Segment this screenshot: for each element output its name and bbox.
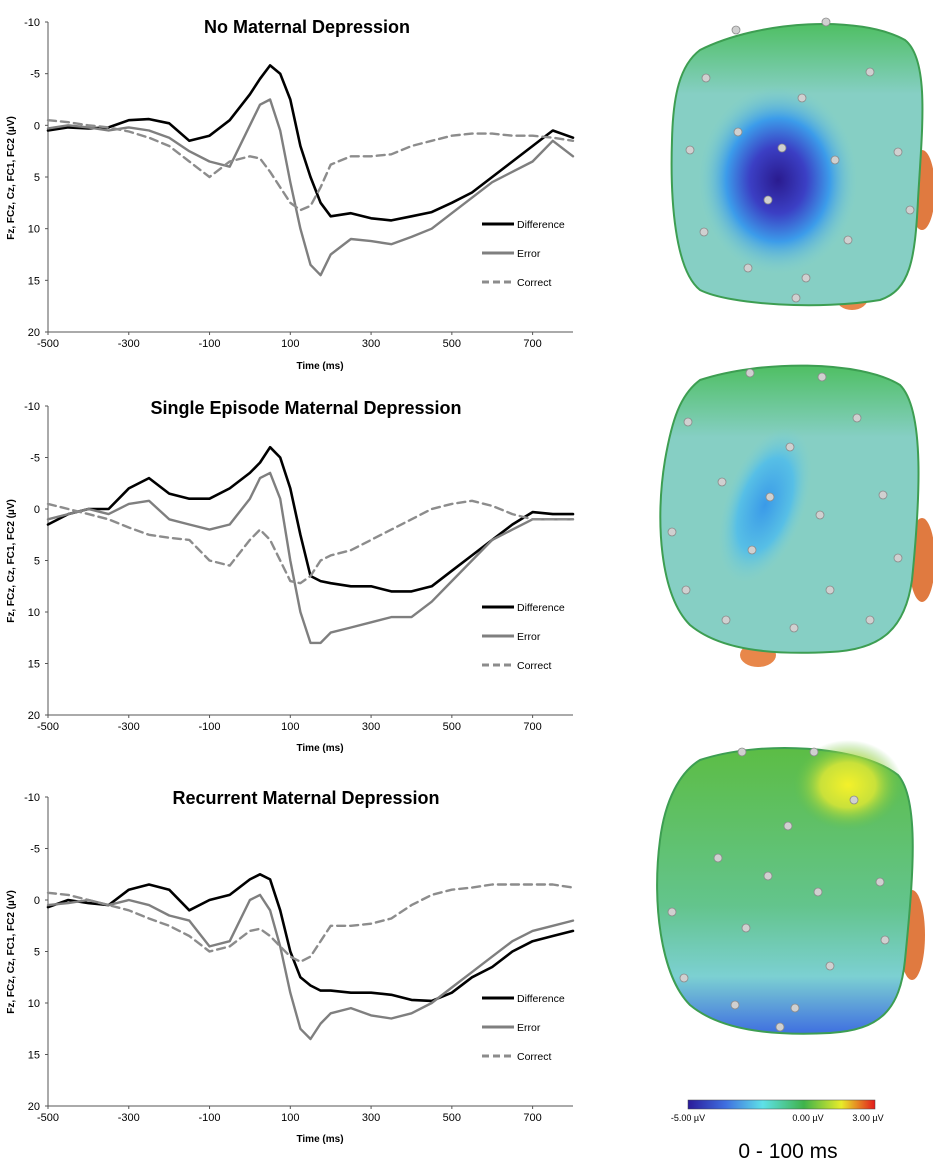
x-tick-label: 700 <box>523 1112 541 1124</box>
chart-panel-1: Single Episode Maternal Depression Time … <box>6 398 575 754</box>
y-tick-label: 20 <box>28 710 40 722</box>
y-axis-label: Fz, FCz, Cz, FC1, FC2 (µV) <box>6 499 17 623</box>
topomap-single-episode <box>659 364 933 667</box>
topomap-no-maternal-depression <box>670 17 933 310</box>
x-tick-label: 100 <box>281 1112 299 1124</box>
legend-label: Error <box>517 1022 541 1034</box>
y-tick-label: 5 <box>34 172 40 184</box>
x-tick-label: 300 <box>362 721 380 733</box>
y-tick-label: 10 <box>28 998 40 1010</box>
x-tick-label: -500 <box>37 721 59 733</box>
series-line-correct <box>46 118 575 212</box>
x-tick-label: 300 <box>362 338 380 350</box>
y-tick-label: 10 <box>28 607 40 619</box>
x-tick-label: -500 <box>37 1112 59 1124</box>
y-tick-label: -5 <box>30 69 40 81</box>
chart-title: Recurrent Maternal Depression <box>172 788 439 808</box>
series-line-difference <box>46 445 575 593</box>
y-tick-label: 5 <box>34 556 40 568</box>
x-tick-label: -100 <box>199 1112 221 1124</box>
legend-label: Difference <box>517 993 565 1005</box>
negativity-focus <box>698 85 858 275</box>
chart-title: No Maternal Depression <box>204 17 410 37</box>
x-tick-label: 300 <box>362 1112 380 1124</box>
x-tick-label: 700 <box>523 338 541 350</box>
negativity-focus <box>718 426 812 584</box>
colorbar-min-label: -5.00 µV <box>671 1113 705 1123</box>
colorbar: -5.00 µV 0.00 µV 3.00 µV <box>671 1099 884 1123</box>
series-line-correct <box>46 499 575 585</box>
y-tick-label: -10 <box>24 792 40 804</box>
chart-panel-0: No Maternal Depression Time (ms) Fz, FCz… <box>6 17 575 372</box>
x-tick-label: -300 <box>118 1112 140 1124</box>
x-tick-label: -100 <box>199 338 221 350</box>
legend: Difference Error Correct <box>482 219 565 289</box>
x-tick-label: -500 <box>37 338 59 350</box>
x-tick-label: 100 <box>281 721 299 733</box>
series-line-error <box>46 893 575 1041</box>
x-tick-label: -300 <box>118 721 140 733</box>
series-line-error <box>46 471 575 645</box>
x-tick-label: 500 <box>443 1112 461 1124</box>
legend: Difference Error Correct <box>482 993 565 1063</box>
y-tick-label: 15 <box>28 275 40 287</box>
x-axis-label: Time (ms) <box>296 1134 343 1145</box>
series-line-error <box>46 98 575 277</box>
x-tick-label: 500 <box>443 721 461 733</box>
y-tick-label: 20 <box>28 1101 40 1113</box>
chart-panel-2: Recurrent Maternal Depression Time (ms) … <box>6 788 575 1145</box>
series-line-difference <box>46 64 575 222</box>
legend-label: Correct <box>517 1051 552 1063</box>
y-tick-label: 20 <box>28 327 40 339</box>
colorbar-gradient <box>687 1099 876 1110</box>
y-tick-label: 15 <box>28 659 40 671</box>
chart-title: Single Episode Maternal Depression <box>150 398 461 418</box>
electrode-markers <box>667 368 903 633</box>
positivity-focus <box>793 740 903 830</box>
y-tick-label: 0 <box>34 895 40 907</box>
x-tick-label: 500 <box>443 338 461 350</box>
y-axis-label: Fz, FCz, Cz, FC1, FC2 (µV) <box>6 116 17 240</box>
y-tick-label: 15 <box>28 1050 40 1062</box>
legend-label: Correct <box>517 660 552 672</box>
y-tick-label: -10 <box>24 401 40 413</box>
y-tick-label: -5 <box>30 844 40 856</box>
legend: Difference Error Correct <box>482 602 565 672</box>
x-tick-label: -100 <box>199 721 221 733</box>
y-tick-label: 5 <box>34 947 40 959</box>
series-line-correct <box>46 883 575 963</box>
y-tick-label: 10 <box>28 224 40 236</box>
legend-label: Error <box>517 248 541 260</box>
x-axis-label: Time (ms) <box>296 743 343 754</box>
legend-label: Difference <box>517 602 565 614</box>
topomap-recurrent <box>656 740 925 1035</box>
y-tick-label: 0 <box>34 504 40 516</box>
legend-label: Correct <box>517 277 552 289</box>
x-tick-label: -300 <box>118 338 140 350</box>
y-tick-label: 0 <box>34 120 40 132</box>
y-tick-label: -10 <box>24 17 40 29</box>
x-axis-label: Time (ms) <box>296 361 343 372</box>
series-line-difference <box>46 872 575 1003</box>
electrode-markers <box>667 747 890 1032</box>
colorbar-mid-label: 0.00 µV <box>792 1113 823 1123</box>
x-tick-label: 700 <box>523 721 541 733</box>
time-window-caption: 0 - 100 ms <box>738 1140 837 1163</box>
legend-label: Error <box>517 631 541 643</box>
legend-label: Difference <box>517 219 565 231</box>
colorbar-max-label: 3.00 µV <box>852 1113 883 1123</box>
y-tick-label: -5 <box>30 453 40 465</box>
electrode-markers <box>685 17 915 303</box>
x-tick-label: 100 <box>281 338 299 350</box>
y-axis-label: Fz, FCz, Cz, FC1, FC2 (µV) <box>6 890 17 1014</box>
